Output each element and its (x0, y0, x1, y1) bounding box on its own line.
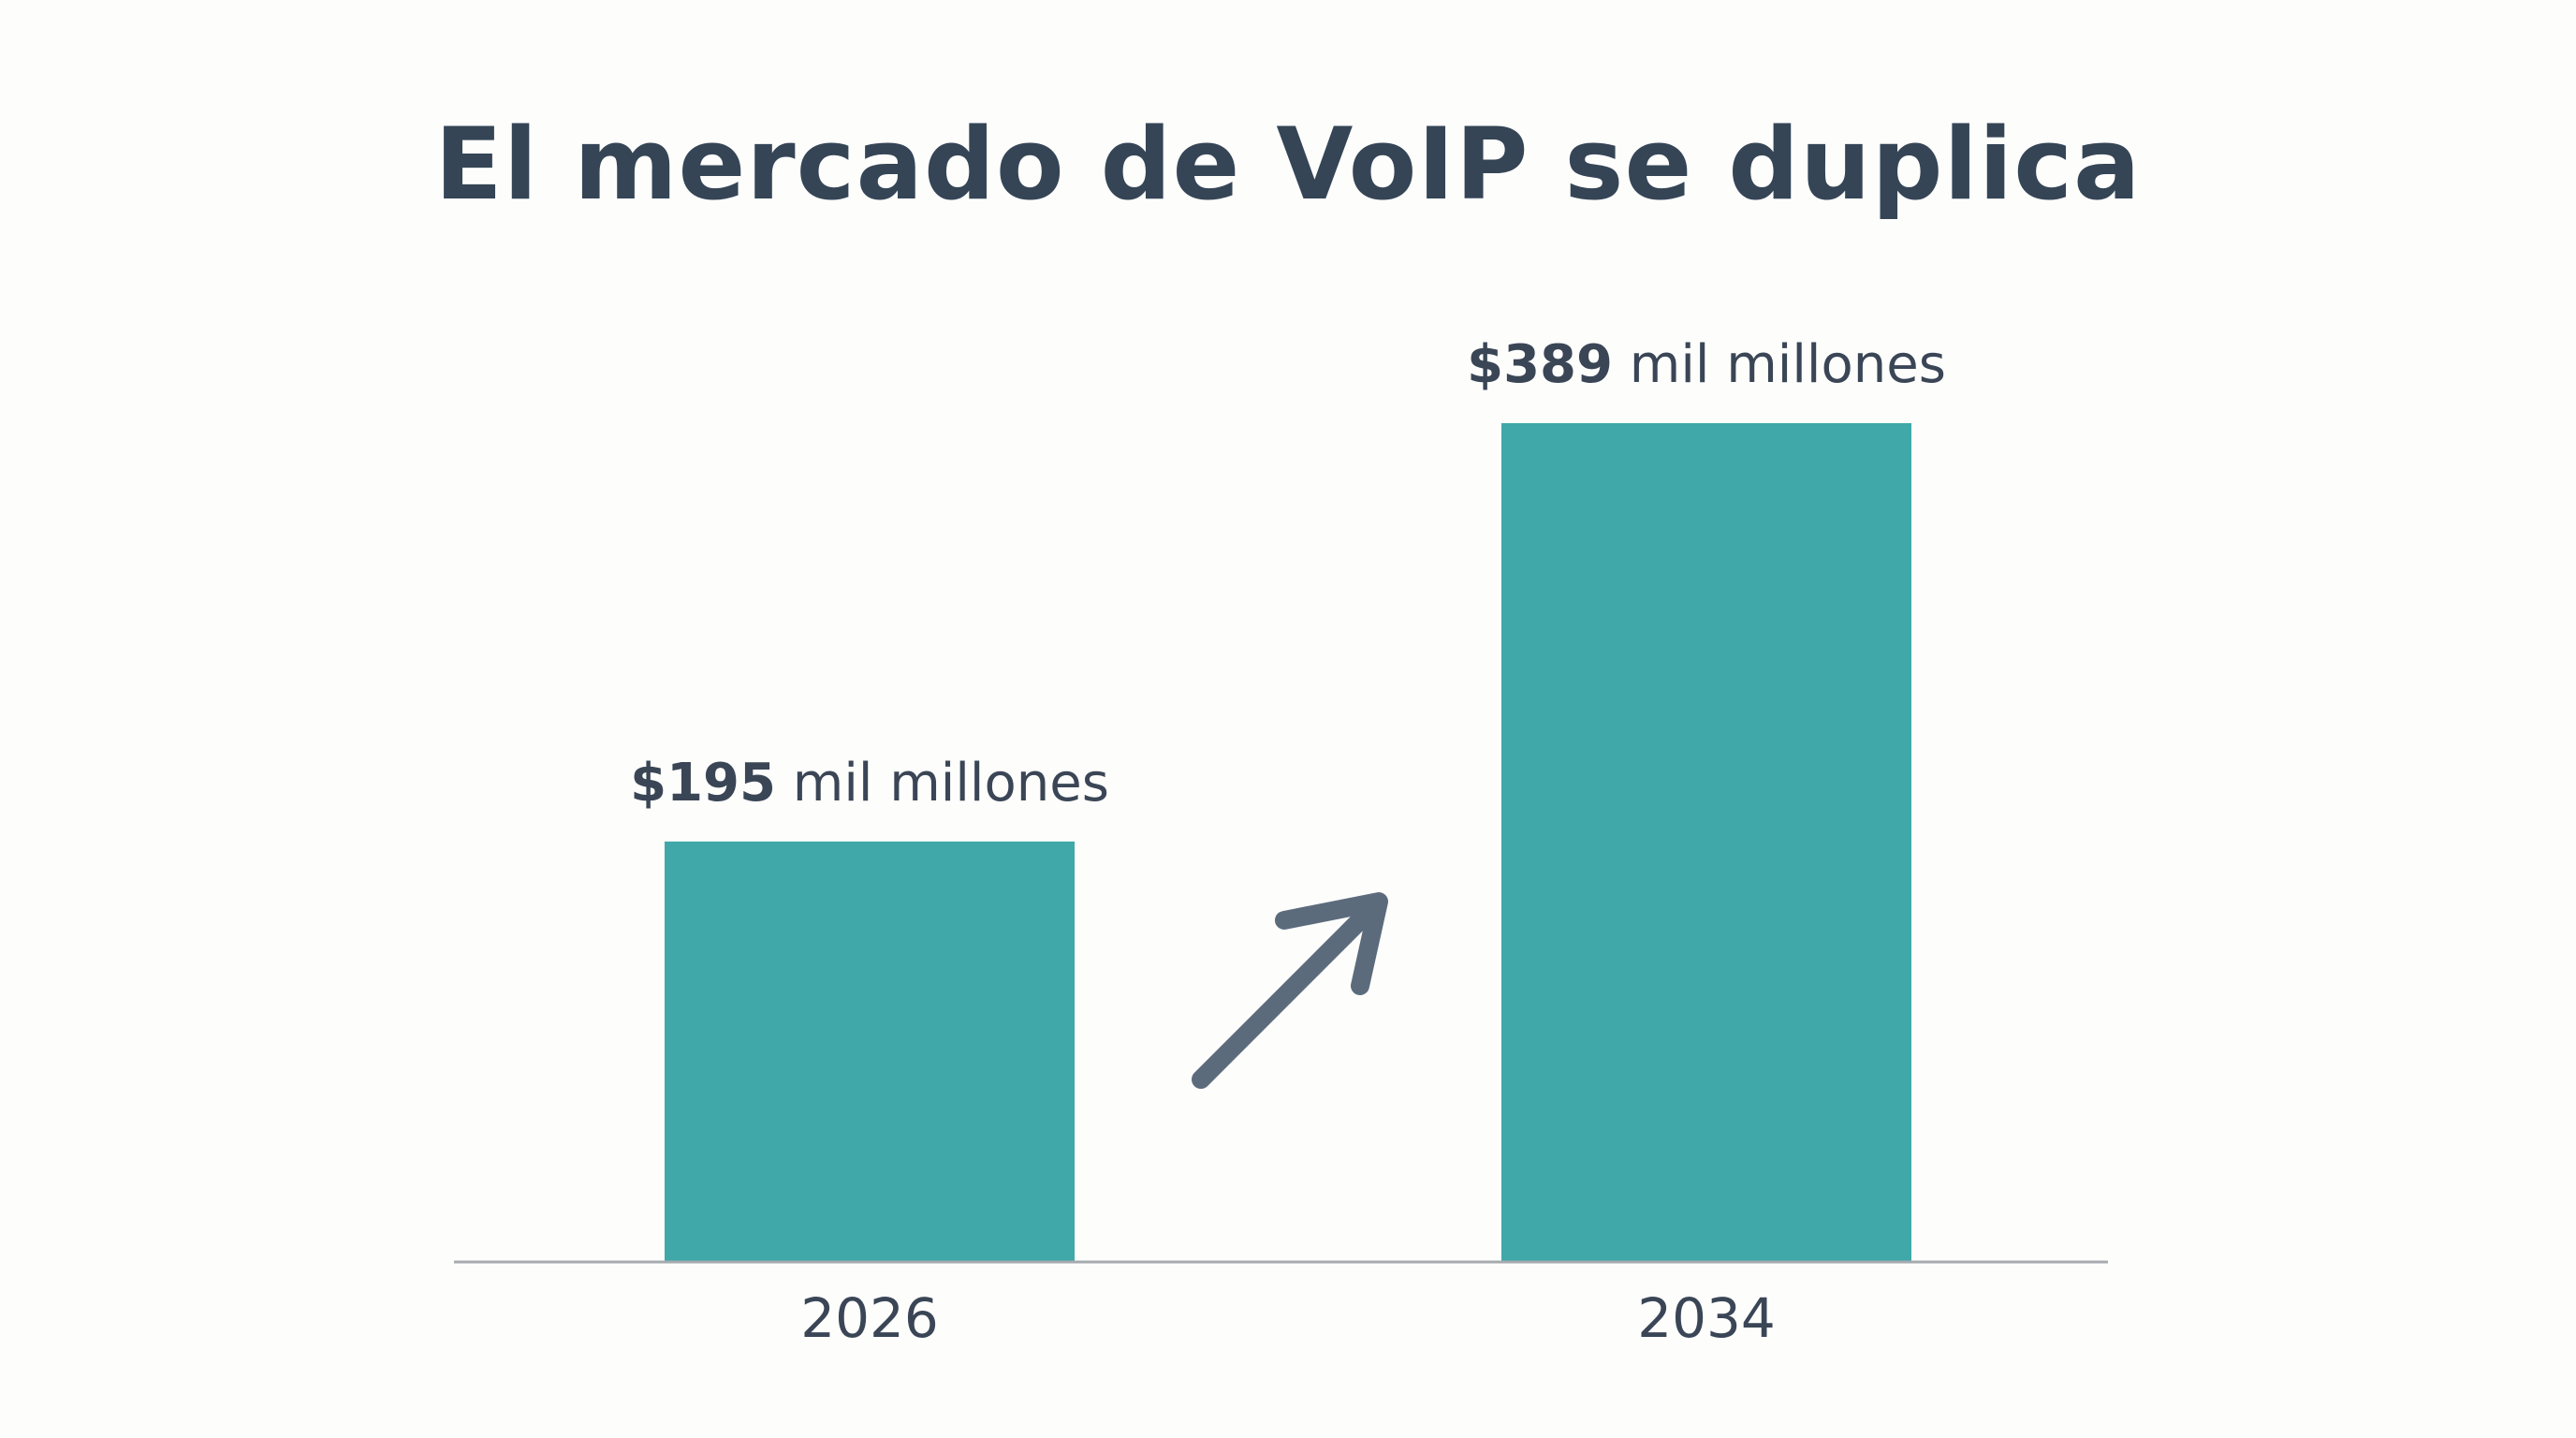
bars-group: $195 mil millones 2026 $389 mil millones 20… (630, 334, 1946, 1350)
value-label-2034: $389 mil millones (1467, 334, 1946, 395)
value-amount: $195 (630, 753, 776, 814)
trend-arrow-icon (1192, 892, 1388, 1089)
value-unit: mil millones (776, 753, 1109, 814)
x-tick-label-2026: 2026 (800, 1286, 939, 1350)
chart-title: El mercado de VoIP se duplica (434, 107, 2141, 222)
value-amount: $389 (1467, 334, 1613, 395)
x-tick-label-2034: 2034 (1637, 1286, 1776, 1350)
value-unit: mil millones (1613, 334, 1946, 395)
bar-2026 (665, 841, 1075, 1262)
bar-2034 (1501, 423, 1911, 1262)
value-label-2026: $195 mil millones (630, 753, 1109, 814)
